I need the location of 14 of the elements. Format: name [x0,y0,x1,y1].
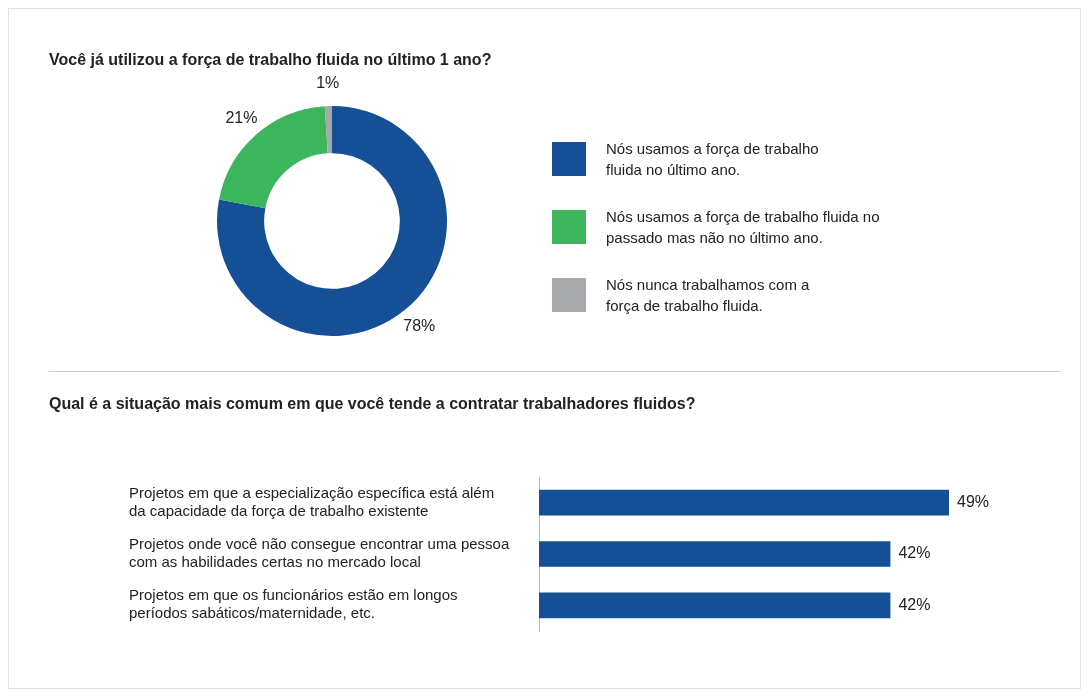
y-tick-label: Projetos em que os funcionários estão em longos períodos sabáticos/maternidade, etc. [129,586,458,622]
data-label: 1% [316,74,340,92]
data-label: 49% [957,493,990,511]
legend-label: Nós nunca trabalhamos com a força de trabalho fluida. [606,275,811,316]
text: Qual é a situação mais comum em que você tende a contratar trabalhadores fluidos? [49,395,696,413]
data-label: 78% [403,316,436,334]
data-label: 42% [898,595,931,613]
y-tick-label: Projetos onde você não consegue encontrar uma pessoa com as habilidades certas no mercado local [129,535,510,571]
chart-title: Você já utilizou a força de trabalho fluida no último 1 ano? [49,51,492,69]
legend-label: Nós usamos a força de trabalho fluida no último ano. [606,139,820,180]
data-label: 21% [225,108,258,126]
legend-label: Nós usamos a força de trabalho fluida no passado mas não no último ano. [606,207,881,248]
data-label: 42% [898,544,931,562]
y-tick-label: Projetos em que a especialização específica está além da capacidade da força de trabalho existente [129,483,495,519]
